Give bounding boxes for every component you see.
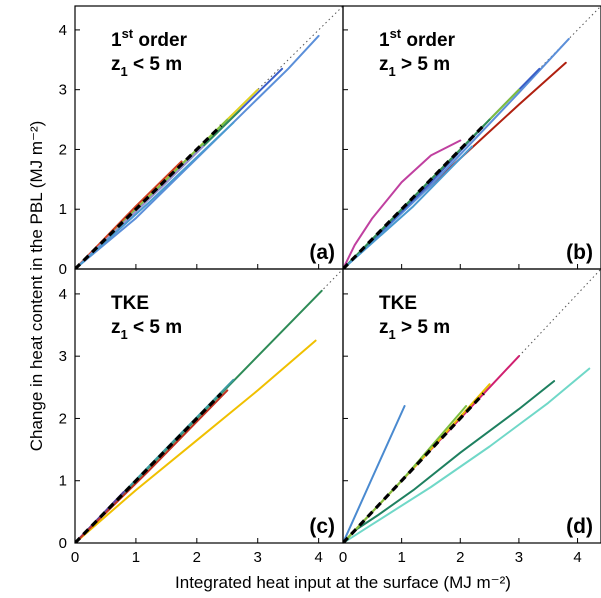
panel-b: 1st order z1 > 5 m (b) (342, 5, 601, 270)
panel-b-letter: (b) (566, 241, 593, 264)
panel-c-xtick-label: 3 (254, 549, 262, 566)
panel-c-title-line1: TKE (111, 293, 149, 314)
panel-c-xtick-label: 2 (193, 549, 201, 566)
panel-c-ytick-label: 1 (59, 473, 67, 490)
panel-b-plot-area (343, 6, 601, 269)
panel-c-series-5 (75, 389, 229, 543)
panel-b-title-line2: z1 > 5 m (379, 54, 450, 79)
panel-d-frame (342, 268, 601, 544)
panel-b-title-line1: 1st order (379, 26, 456, 51)
panel-a-ytick-label: 1 (59, 201, 67, 218)
panel-b-series-8 (343, 124, 485, 269)
panel-c-series-2 (75, 339, 317, 543)
panel-a-ytick-label: 0 (59, 261, 67, 278)
panel-a-plot-area (75, 6, 343, 269)
panel-a-title-line1: 1st order (111, 26, 188, 51)
panel-a-ytick-label: 4 (59, 22, 67, 39)
panel-a-ytick-label: 3 (59, 82, 67, 99)
panel-d-xtick-label: 3 (515, 549, 523, 566)
panel-d-xtick-label: 0 (339, 549, 347, 566)
panel-a: 0 1 2 3 4 1st order z1 < 5 m (a) (59, 5, 344, 278)
panel-c-xtick-label: 1 (132, 549, 140, 566)
panel-a-letter: (a) (309, 241, 335, 264)
panel-b-series-7 (343, 145, 473, 269)
panel-b-series-3 (343, 37, 570, 269)
panel-d-plot-area (343, 269, 601, 543)
panel-d-series-3 (343, 367, 591, 543)
panel-b-series-1 (343, 139, 462, 269)
y-axis-label: Change in heat content in the PBL (MJ m⁻… (27, 121, 46, 452)
panel-a-ytick-label: 2 (59, 141, 67, 158)
panel-c-ytick-label: 3 (59, 348, 67, 365)
panel-d-letter: (d) (566, 515, 593, 538)
panel-c-series-6 (75, 392, 223, 543)
panel-c-ytick-label: 0 (59, 535, 67, 552)
panel-d-series-7 (343, 392, 485, 543)
panel-c-ytick-label: 2 (59, 410, 67, 427)
panel-d-xtick-label: 4 (573, 549, 581, 566)
panel-b-series-6 (343, 118, 491, 269)
panel-c-xtick-label: 0 (71, 549, 79, 566)
panel-c-xtick-label: 4 (314, 549, 322, 566)
panel-d-xtick-label: 2 (456, 549, 464, 566)
panel-a-series-9 (75, 124, 223, 269)
panel-d: 0 1 2 3 4 TKE z1 > 5 m (d) (339, 268, 601, 566)
panel-a-title-line2: z1 < 5 m (111, 54, 182, 79)
panel-c-ytick-label: 4 (59, 286, 67, 303)
panel-d-series-1 (343, 405, 406, 543)
panel-c-title-line2: z1 < 5 m (111, 317, 182, 342)
panel-d-series-2 (343, 380, 556, 543)
panel-c-plot-area (75, 269, 343, 543)
panel-d-title-line1: TKE (379, 293, 417, 314)
panel-d-title-line2: z1 > 5 m (379, 317, 450, 342)
x-axis-label: Integrated heat input at the surface (MJ… (175, 573, 511, 592)
panels-group: 0 1 2 3 4 1st order z1 < 5 m (a) 1st order z1 > 5… (59, 5, 601, 566)
panel-a-series-8 (75, 121, 235, 269)
panel-d-xtick-label: 1 (397, 549, 405, 566)
panel-c-letter: (c) (309, 515, 335, 538)
